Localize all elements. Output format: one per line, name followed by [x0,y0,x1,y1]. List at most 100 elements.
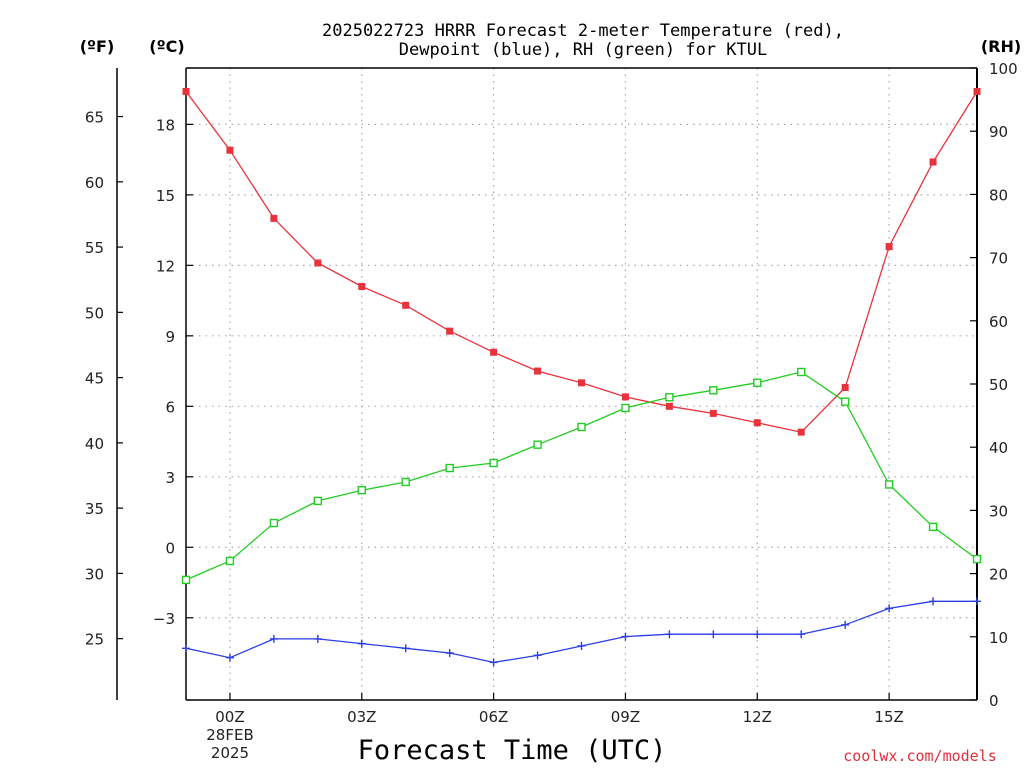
rh-tick-label: 10 [989,629,1008,647]
dewpoint-point [533,651,542,660]
rh-tick-label: 90 [989,123,1008,141]
dewpoint-point [841,620,850,629]
rh-tick-label: 80 [989,186,1008,204]
rh-point [533,440,542,449]
celsius-tick-label: 15 [156,187,175,205]
dewpoint-point [885,604,894,613]
dewpoint-point [665,630,674,639]
date-label-line1: 28FEB [206,726,253,744]
rh-point [577,422,586,432]
temperature-point [753,419,761,427]
temperature-point [270,214,278,222]
rh-tick-label: 0 [989,692,999,710]
rh-point [269,518,279,528]
dewpoint-point [489,658,498,667]
x-axis-label: Forecast Time (UTC) [358,735,667,766]
rh-tick-label: 60 [989,313,1008,331]
dewpoint-point [225,653,234,662]
dewpoint-point [182,644,190,653]
dewpoint-point [709,630,718,639]
rh-point [181,575,191,585]
x-tick-label: 15Z [874,708,903,726]
temperature-point [665,402,673,410]
dewpoint-point [753,630,762,639]
x-tick-label: 06Z [479,708,508,726]
temperature-point [797,428,805,436]
series-temperature [182,87,981,436]
fahrenheit-tick-label: 60 [85,174,104,192]
celsius-tick-label: 18 [156,116,175,134]
rh-point [972,554,982,564]
rh-tick-label: 20 [989,566,1008,584]
dewpoint-point [577,641,586,650]
rh-tick-label: 30 [989,502,1008,520]
dewpoint-point [797,630,806,639]
chart-title-line1: 2025022723 HRRR Forecast 2-meter Tempera… [322,21,844,41]
rh-point [401,477,410,487]
temperature-point [973,87,981,95]
temperature-point [358,282,366,290]
rh-point [928,522,938,532]
fahrenheit-tick-label: 40 [85,435,104,453]
chart-title-line2: Dewpoint (blue), RH (green) for KTUL [399,40,767,60]
rh-point [884,480,894,489]
fahrenheit-tick-label: 50 [85,304,104,322]
celsius-tick-label: 9 [165,328,175,346]
x-tick-label: 12Z [743,708,772,726]
celsius-tick-label: 12 [156,257,175,275]
dewpoint-line [185,600,977,664]
dewpoint-point [313,634,322,643]
rh-point [621,403,630,413]
x-tick-label: 09Z [611,708,640,726]
fahrenheit-tick-label: 45 [85,370,104,388]
fahrenheit-unit-label: (ºF) [80,37,115,56]
temperature-point [929,158,937,166]
rh-point [709,386,718,395]
series-dewpoint [182,597,981,667]
rh-point [357,485,366,495]
fahrenheit-tick-label: 35 [85,500,104,518]
dewpoint-point [401,644,410,653]
temperature-point [490,348,498,356]
temperature-point [621,393,629,401]
celsius-tick-label: −3 [153,610,175,628]
temperature-point [841,384,849,392]
x-tick-label: 03Z [347,708,376,726]
fahrenheit-tick-label: 30 [85,565,104,583]
temperature-point [182,87,190,95]
rh-point [445,463,454,473]
temperature-point [446,327,454,335]
rh-tick-label: 40 [989,439,1008,457]
rh-point [225,556,235,566]
series-rh [181,367,982,585]
rh-point [797,367,806,377]
rh-line [185,371,978,581]
rh-tick-label: 70 [989,250,1008,268]
rh-point [840,397,850,406]
dewpoint-point [973,597,981,606]
temperature-point [534,367,542,375]
dewpoint-point [445,649,454,658]
fahrenheit-tick-label: 55 [85,239,104,257]
temperature-point [578,379,585,387]
rh-point [489,458,498,468]
credit-text: coolwx.com/models [843,747,997,765]
rh-point [665,393,674,402]
fahrenheit-tick-label: 25 [85,631,104,649]
x-tick-label: 00Z [215,708,244,726]
axes: −3 0 3 6 9 12 15 18 25 30 35 40 45 50 55 60 65 0 10 20 30 40 5… [85,60,1018,726]
dewpoint-point [269,634,278,643]
dewpoint-point [357,639,366,648]
temperature-point [314,259,322,267]
rh-point [313,496,323,506]
date-label-line2: 2025 [211,744,249,762]
celsius-unit-label: (ºC) [149,37,184,56]
temperature-point [885,243,893,251]
celsius-tick-label: 3 [165,469,175,487]
temperature-point [709,409,717,417]
rh-tick-label: 50 [989,376,1008,394]
rh-unit-label: (RH) [981,37,1021,56]
celsius-tick-label: 0 [165,539,175,557]
